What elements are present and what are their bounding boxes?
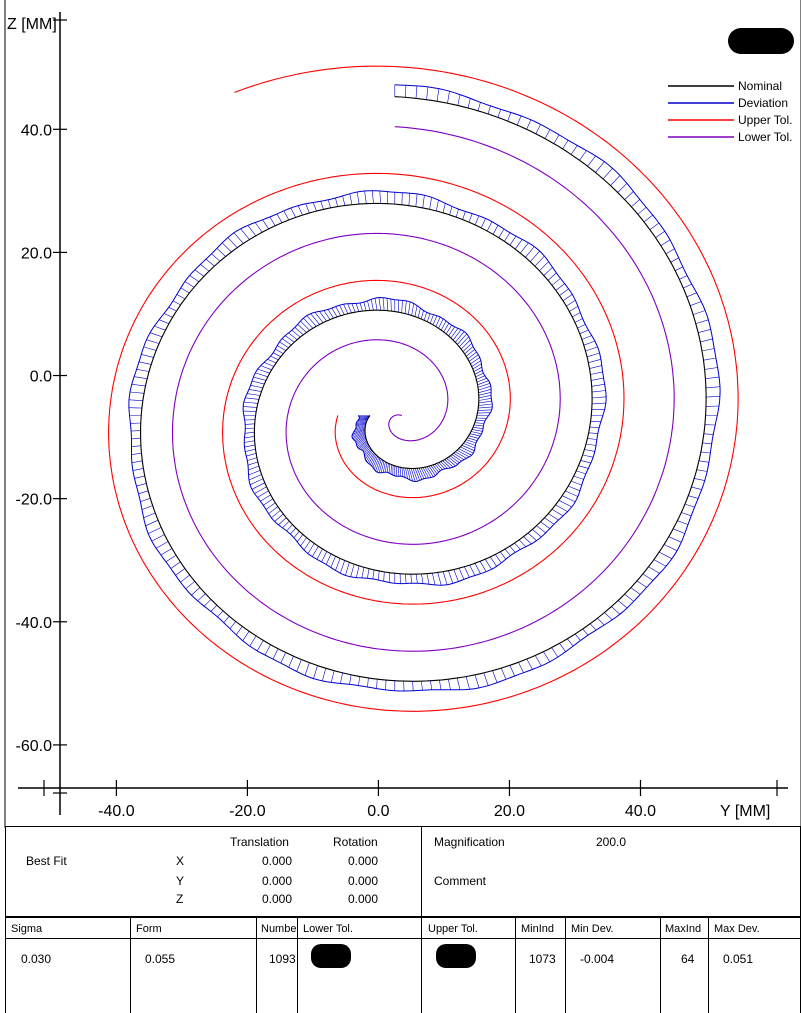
deviation-hatch	[128, 84, 721, 692]
upper-tol-header: Upper Tol.	[428, 923, 478, 935]
panel-divider	[421, 827, 422, 916]
sigma-value: 0.030	[21, 952, 52, 966]
x-tick-label: -40.0	[98, 803, 135, 820]
redaction-mark	[311, 944, 351, 968]
spiral-plot: -40.0 -20.0 0.0 20.0 40.0 40.0 20.0 0.0 -20.0 -40…	[0, 0, 801, 828]
number-header: Numbe	[261, 923, 297, 935]
redaction-mark	[436, 944, 476, 968]
lower-tol-column: Lower Tol.	[298, 918, 422, 1013]
translation-z: 0.000	[262, 892, 293, 906]
rotation-x: 0.000	[348, 854, 379, 868]
nominal-curve	[140, 96, 707, 682]
results-table: Sigma 0.030 Form 0.055 Numbe 1093 Lower …	[5, 917, 801, 1013]
x-tick-label: 20.0	[494, 803, 525, 820]
form-header: Form	[136, 923, 162, 935]
y-tick-label: 40.0	[21, 122, 52, 139]
y-axis-label: Y [MM]	[720, 803, 770, 820]
rotation-header: Rotation	[333, 835, 378, 849]
axis-z-label: Z	[176, 892, 184, 906]
legend-label: Lower Tol.	[738, 130, 792, 144]
min-dev-header: Min Dev.	[571, 923, 614, 935]
max-dev-header: Max Dev.	[714, 923, 760, 935]
results-header-divider	[6, 938, 800, 939]
lower-tolerance-curve	[171, 126, 675, 652]
form-column: Form 0.055	[131, 918, 257, 1013]
translation-y: 0.000	[262, 874, 293, 888]
y-tick-label: -40.0	[16, 615, 53, 632]
number-column: Numbe 1093	[257, 918, 298, 1013]
max-dev-value: 0.051	[723, 952, 754, 966]
legend-label: Upper Tol.	[738, 113, 792, 127]
z-axis-label: Z [MM]	[7, 16, 57, 33]
x-tick-label: -20.0	[229, 803, 266, 820]
translation-x: 0.000	[262, 854, 293, 868]
axis-y-label: Y	[176, 874, 185, 888]
axis-x-label: X	[176, 854, 185, 868]
upper-tol-column: Upper Tol.	[422, 918, 516, 1013]
maxind-value: 64	[681, 952, 695, 966]
x-tick-label: 40.0	[625, 803, 656, 820]
plot-background	[0, 0, 801, 828]
min-dev-value: -0.004	[580, 952, 615, 966]
y-tick-label: -20.0	[16, 492, 53, 509]
redaction-mark	[728, 28, 794, 54]
best-fit-panel: Best Fit Translation Rotation X 0.000 0.…	[5, 826, 801, 917]
sigma-column: Sigma 0.030	[6, 918, 131, 1013]
magnification-label: Magnification	[434, 835, 505, 849]
maxind-column: MaxInd 64	[661, 918, 709, 1013]
axes	[18, 12, 788, 815]
legend-label: Nominal	[738, 79, 782, 93]
deviation-curve	[128, 84, 721, 692]
minind-value: 1073	[529, 952, 556, 966]
lower-tol-header: Lower Tol.	[303, 923, 353, 935]
x-tick-label: 0.0	[367, 803, 389, 820]
magnification-value: 200.0	[596, 835, 627, 849]
y-tick-label: 0.0	[30, 369, 52, 386]
form-value: 0.055	[145, 952, 176, 966]
number-value: 1093	[269, 952, 296, 966]
legend: Nominal Deviation Upper Tol. Lower Tol.	[668, 79, 792, 144]
y-tick-label: -60.0	[16, 738, 53, 755]
minind-header: MinInd	[521, 923, 555, 935]
comment-label: Comment	[434, 874, 487, 888]
minind-column: MinInd 1073	[516, 918, 566, 1013]
translation-header: Translation	[230, 835, 289, 849]
maxind-header: MaxInd	[665, 923, 702, 935]
best-fit-label: Best Fit	[26, 854, 67, 868]
sigma-header: Sigma	[11, 923, 43, 935]
max-dev-column: Max Dev. 0.051	[709, 918, 801, 1013]
spiral-curves	[108, 65, 739, 712]
rotation-y: 0.000	[348, 874, 379, 888]
y-tick-label: 20.0	[21, 245, 52, 262]
axis-ticks: -40.0 -20.0 0.0 20.0 40.0 40.0 20.0 0.0 -20.0 -40…	[16, 122, 657, 820]
legend-label: Deviation	[738, 96, 788, 110]
rotation-z: 0.000	[348, 892, 379, 906]
upper-tolerance-curve	[108, 65, 739, 712]
min-dev-column: Min Dev. -0.004	[566, 918, 661, 1013]
